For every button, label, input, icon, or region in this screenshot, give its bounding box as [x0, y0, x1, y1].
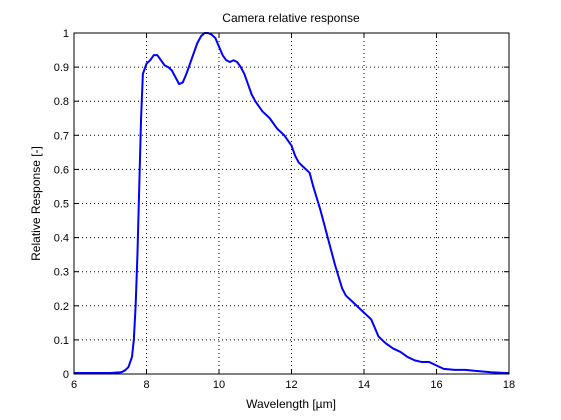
y-tick-label: 0.7 — [54, 130, 69, 142]
series-line-relative-response — [74, 32, 509, 374]
y-tick-label: 0.2 — [54, 301, 69, 313]
x-tick-label: 18 — [503, 379, 515, 391]
y-tick-label: 0.1 — [54, 335, 69, 347]
x-tick-label: 8 — [143, 379, 149, 391]
x-tick-label: 6 — [71, 379, 77, 391]
y-tick-label: 0.9 — [54, 62, 69, 74]
y-tick-label: 0.8 — [54, 96, 69, 108]
chart-title: Camera relative response — [222, 11, 360, 25]
y-tick-label: 0.4 — [54, 233, 69, 245]
y-tick-label: 0.6 — [54, 164, 69, 176]
plot-frame — [73, 32, 510, 375]
plot-area: 6 8 10 12 14 16 18 0 0.1 0.2 0.3 0.4 0.5 0.6 0.7 0.8 0.… — [54, 28, 515, 391]
y-tick-label: 0.5 — [54, 199, 69, 211]
x-tick-label: 10 — [213, 379, 225, 391]
x-axis-label: Wavelength [µm] — [246, 397, 336, 411]
x-tick-label: 14 — [358, 379, 370, 391]
y-axis-ticks: 0 0.1 0.2 0.3 0.4 0.5 0.6 0.7 0.8 0.9 1 — [54, 28, 509, 381]
x-tick-label: 16 — [430, 379, 442, 391]
y-tick-label: 0.3 — [54, 267, 69, 279]
x-tick-label: 12 — [285, 379, 297, 391]
y-tick-label: 0 — [63, 369, 69, 381]
y-axis-label: Relative Response [-] — [29, 146, 43, 261]
y-tick-label: 1 — [63, 28, 69, 40]
grid — [74, 33, 509, 374]
